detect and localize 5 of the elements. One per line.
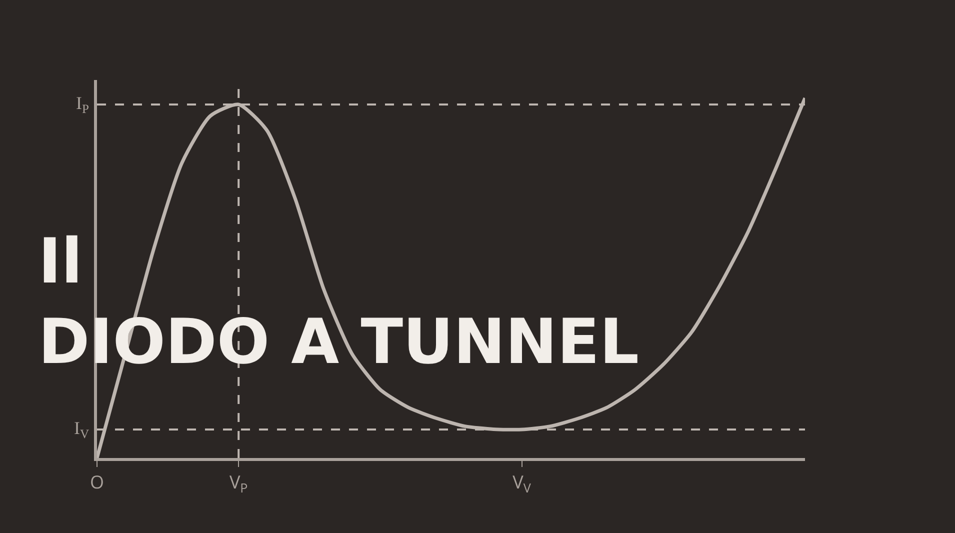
ref-line-label: I$_{P}$ (76, 93, 90, 116)
x-tick-label: V$_{V}$ (512, 470, 532, 496)
ref-line-label: I$_{V}$ (74, 418, 90, 441)
x-tick-label: O (90, 470, 104, 495)
x-tick-label: V$_{P}$ (229, 470, 248, 496)
